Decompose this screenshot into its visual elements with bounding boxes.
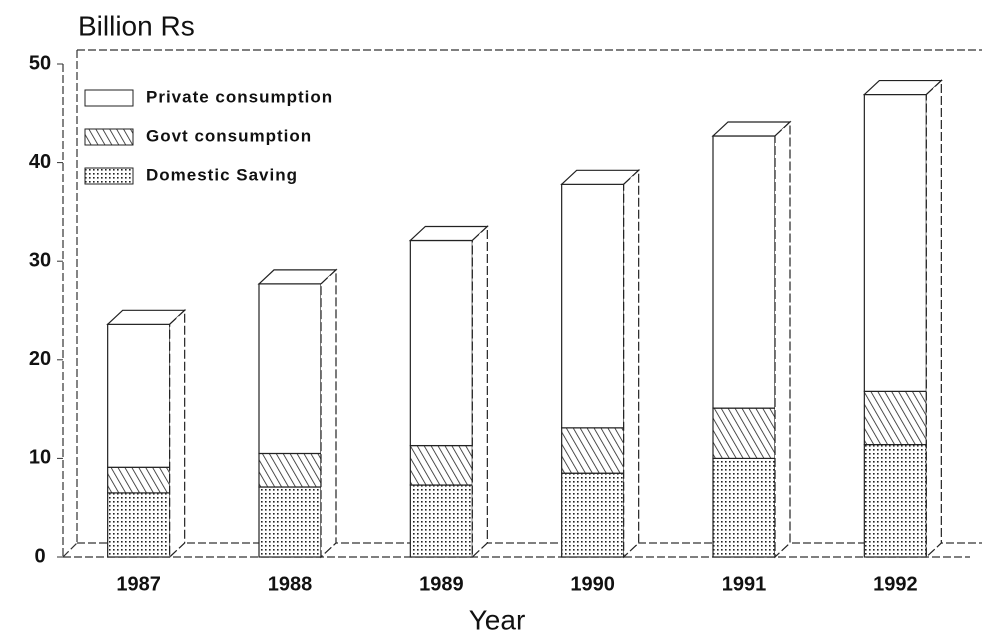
y-tick-label: 50	[29, 52, 51, 74]
bar-segment	[561, 183, 625, 429]
x-tick-label: 1988	[268, 573, 313, 595]
x-axis-label: Year	[469, 604, 526, 635]
bar-segment	[561, 472, 625, 558]
bar-side	[925, 79, 942, 559]
bar-segment	[863, 443, 927, 558]
x-tick-label: 1991	[722, 573, 767, 595]
bar-segment	[258, 486, 322, 558]
legend-label: Private consumption	[146, 87, 333, 106]
legend-label: Govt consumption	[146, 126, 312, 145]
bar-segment	[107, 466, 171, 494]
bar-side	[471, 225, 488, 559]
legend-swatch	[84, 128, 134, 146]
chart-title: Billion Rs	[78, 10, 195, 41]
bar-segment	[258, 283, 322, 455]
y-tick-label: 10	[29, 447, 51, 469]
bar-segment	[712, 135, 776, 409]
bar-segment	[712, 457, 776, 558]
bar-segment	[409, 239, 473, 447]
bar-segment	[561, 427, 625, 474]
bar-side	[169, 308, 186, 559]
bar-segment	[409, 484, 473, 558]
bar-segment	[409, 444, 473, 486]
legend-label: Domestic Saving	[146, 165, 298, 184]
bar-segment	[863, 390, 927, 446]
y-tick-label: 0	[34, 545, 45, 567]
bar-side	[320, 268, 337, 559]
bar-side	[774, 120, 791, 559]
legend-swatch	[84, 167, 134, 185]
frame	[62, 49, 982, 558]
bar-segment	[258, 452, 322, 488]
x-tick-label: 1992	[873, 573, 918, 595]
bar-side	[623, 168, 640, 559]
x-tick-label: 1990	[570, 573, 615, 595]
y-tick-label: 30	[29, 249, 51, 271]
bar-segment	[712, 407, 776, 460]
bar-segment	[107, 492, 171, 558]
y-tick-label: 40	[29, 151, 51, 173]
bar-segment	[107, 323, 171, 468]
x-tick-label: 1987	[116, 573, 161, 595]
legend-swatch	[84, 89, 134, 107]
x-tick-label: 1989	[419, 573, 464, 595]
y-tick-label: 20	[29, 348, 51, 370]
bar-segment	[863, 93, 927, 392]
